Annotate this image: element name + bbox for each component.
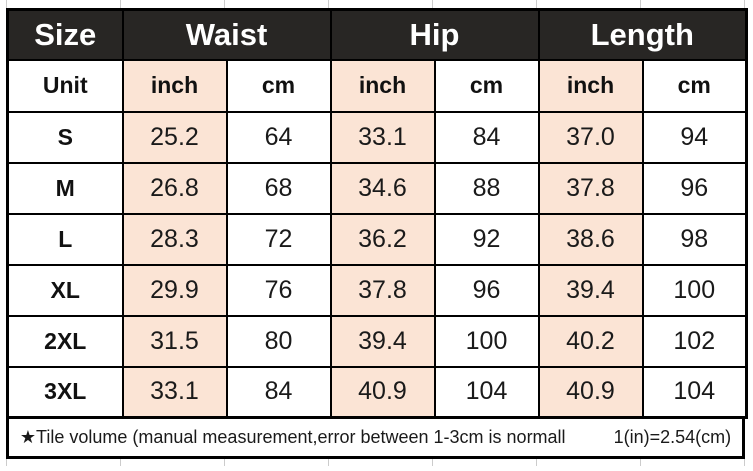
hip-inch-unit: inch xyxy=(329,58,436,113)
length-cm-cell: 102 xyxy=(641,314,748,368)
table-row: 2XL 31.5 80 39.4 100 40.2 102 xyxy=(6,314,748,368)
length-cm-cell: 98 xyxy=(641,212,748,266)
length-inch-cell: 40.2 xyxy=(537,314,644,368)
table-row: L 28.3 72 36.2 92 38.6 98 xyxy=(6,212,748,266)
size-cell: S xyxy=(6,110,124,164)
inch-cm-conversion: 1(in)=2.54(cm) xyxy=(613,427,732,447)
waist-inch-cell: 29.9 xyxy=(121,263,228,317)
waist-cm-cell: 72 xyxy=(225,212,332,266)
size-chart-table: Size Waist Hip Length Unit inch cm inch … xyxy=(6,8,748,419)
hip-cm-unit: cm xyxy=(433,58,540,113)
hip-cm-cell: 100 xyxy=(433,314,540,368)
measurement-note-bar: ★Tile volume (manual measurement,error b… xyxy=(6,416,745,459)
waist-cm-cell: 76 xyxy=(225,263,332,317)
length-inch-cell: 38.6 xyxy=(537,212,644,266)
waist-inch-cell: 25.2 xyxy=(121,110,228,164)
size-cell: M xyxy=(6,161,124,215)
cropped-row-gridlines-bottom xyxy=(6,459,745,466)
length-inch-unit: inch xyxy=(537,58,644,113)
hip-inch-cell: 36.2 xyxy=(329,212,436,266)
waist-cm-cell: 84 xyxy=(225,365,332,419)
length-inch-cell: 37.8 xyxy=(537,161,644,215)
hip-cm-cell: 92 xyxy=(433,212,540,266)
table-header-row: Size Waist Hip Length xyxy=(6,8,748,61)
waist-inch-unit: inch xyxy=(121,58,228,113)
length-cm-unit: cm xyxy=(641,58,748,113)
hip-inch-cell: 33.1 xyxy=(329,110,436,164)
length-cm-cell: 96 xyxy=(641,161,748,215)
cropped-row-gridlines-top xyxy=(6,0,745,8)
unit-label: Unit xyxy=(6,58,124,113)
waist-inch-cell: 28.3 xyxy=(121,212,228,266)
hip-inch-cell: 39.4 xyxy=(329,314,436,368)
table-row: XL 29.9 76 37.8 96 39.4 100 xyxy=(6,263,748,317)
waist-inch-cell: 33.1 xyxy=(121,365,228,419)
hip-inch-cell: 40.9 xyxy=(329,365,436,419)
waist-cm-cell: 80 xyxy=(225,314,332,368)
header-length: Length xyxy=(537,8,748,61)
size-cell: XL xyxy=(6,263,124,317)
waist-cm-cell: 68 xyxy=(225,161,332,215)
length-inch-cell: 39.4 xyxy=(537,263,644,317)
measurement-note: ★Tile volume (manual measurement,error b… xyxy=(19,427,566,447)
table-row: M 26.8 68 34.6 88 37.8 96 xyxy=(6,161,748,215)
size-cell: 2XL xyxy=(6,314,124,368)
unit-row: Unit inch cm inch cm inch cm xyxy=(6,58,748,113)
size-cell: L xyxy=(6,212,124,266)
hip-inch-cell: 37.8 xyxy=(329,263,436,317)
hip-inch-cell: 34.6 xyxy=(329,161,436,215)
waist-inch-cell: 26.8 xyxy=(121,161,228,215)
hip-cm-cell: 88 xyxy=(433,161,540,215)
size-cell: 3XL xyxy=(6,365,124,419)
header-waist: Waist xyxy=(121,8,332,61)
header-hip: Hip xyxy=(329,8,540,61)
length-inch-cell: 40.9 xyxy=(537,365,644,419)
header-size: Size xyxy=(6,8,124,61)
hip-cm-cell: 84 xyxy=(433,110,540,164)
table-row: 3XL 33.1 84 40.9 104 40.9 104 xyxy=(6,365,748,419)
length-cm-cell: 104 xyxy=(641,365,748,419)
hip-cm-cell: 96 xyxy=(433,263,540,317)
length-cm-cell: 94 xyxy=(641,110,748,164)
table-row: S 25.2 64 33.1 84 37.0 94 xyxy=(6,110,748,164)
length-cm-cell: 100 xyxy=(641,263,748,317)
waist-cm-cell: 64 xyxy=(225,110,332,164)
hip-cm-cell: 104 xyxy=(433,365,540,419)
length-inch-cell: 37.0 xyxy=(537,110,644,164)
waist-cm-unit: cm xyxy=(225,58,332,113)
waist-inch-cell: 31.5 xyxy=(121,314,228,368)
